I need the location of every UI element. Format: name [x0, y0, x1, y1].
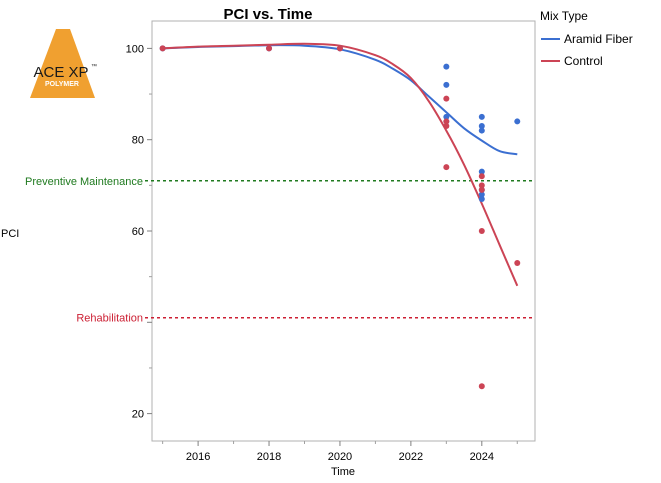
data-point-aramid-fiber — [478, 196, 485, 203]
data-point-aramid-fiber — [443, 63, 450, 70]
reference-label-rehabilitation: Rehabilitation — [76, 313, 143, 325]
x-tick-label: 2024 — [470, 451, 494, 463]
data-point-control — [159, 45, 166, 52]
logo: ACE XP ™ POLYMER — [30, 29, 97, 98]
x-tick-label: 2018 — [257, 451, 281, 463]
data-point-control — [478, 182, 485, 189]
data-point-aramid-fiber — [478, 191, 485, 198]
data-point-aramid-fiber — [443, 113, 450, 120]
legend-label-control: Control — [564, 54, 603, 68]
logo-subtext: POLYMER — [45, 81, 79, 88]
data-point-control — [336, 45, 343, 52]
data-point-aramid-fiber — [478, 127, 485, 134]
logo-mark — [30, 29, 95, 98]
data-point-control — [478, 383, 485, 390]
fit-lines — [162, 42, 519, 287]
legend: Mix Type Aramid Fiber Control — [540, 9, 633, 68]
fit-line-control — [162, 42, 519, 287]
data-point-control — [443, 118, 450, 125]
data-point-aramid-fiber — [514, 118, 521, 125]
reference-lines: Preventive Maintenance Rehabilitation — [25, 176, 533, 325]
data-point-aramid-fiber — [478, 168, 485, 175]
chart-title: PCI vs. Time — [224, 6, 313, 23]
y-tick-label: 80 — [132, 135, 144, 147]
x-tick-label: 2016 — [186, 451, 210, 463]
x-tick-label: 2022 — [399, 451, 423, 463]
data-point-control — [443, 164, 450, 171]
y-tick-label: 20 — [132, 409, 144, 421]
data-point-aramid-fiber — [443, 81, 450, 88]
plot-area — [151, 20, 536, 442]
data-point-aramid-fiber — [478, 113, 485, 120]
data-point-control — [478, 173, 485, 180]
reference-label-preventive-maintenance: Preventive Maintenance — [25, 176, 143, 188]
data-point-aramid-fiber — [478, 123, 485, 129]
data-point-control — [478, 186, 485, 193]
y-tick-label: 100 — [126, 43, 144, 55]
y-axis-ticks: 20 60 80 100 — [126, 43, 152, 421]
logo-trademark: ™ — [91, 63, 97, 70]
data-point-control — [478, 228, 485, 234]
y-axis-label: PCI — [1, 228, 19, 240]
y-tick-label: 60 — [132, 226, 144, 238]
legend-label-aramid-fiber: Aramid Fiber — [564, 32, 633, 46]
data-point-control — [443, 95, 450, 102]
data-points — [159, 45, 521, 390]
x-tick-label: 2020 — [328, 451, 352, 463]
data-point-control — [443, 123, 450, 129]
logo-text: ACE XP — [33, 64, 88, 81]
data-point-control — [514, 259, 521, 266]
legend-title: Mix Type — [540, 9, 588, 23]
x-axis-label: Time — [331, 466, 355, 478]
data-point-control — [266, 45, 273, 52]
x-axis-ticks: 2016 2018 2020 2022 2024 — [162, 441, 518, 463]
